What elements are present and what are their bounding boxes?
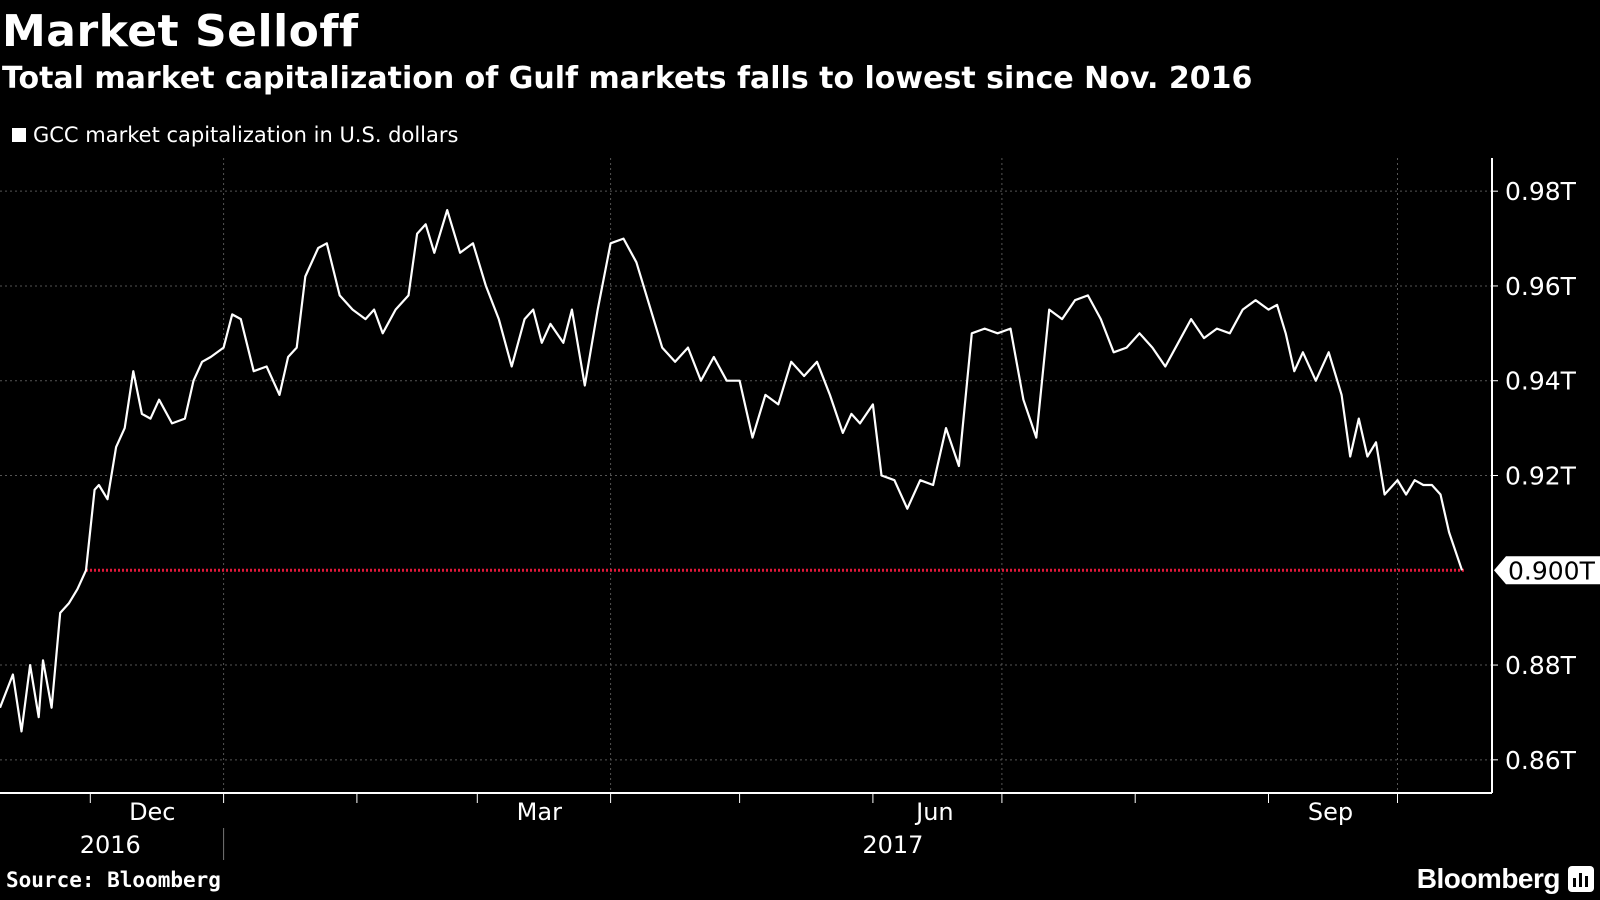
x-year-label: 2016 bbox=[80, 831, 141, 859]
x-year-label: 2017 bbox=[862, 831, 923, 859]
chart-title: Market Selloff bbox=[2, 6, 359, 57]
y-tick-label: 0.92T bbox=[1505, 462, 1577, 491]
chart-subtitle: Total market capitalization of Gulf mark… bbox=[2, 61, 1253, 96]
legend: GCC market capitalization in U.S. dollar… bbox=[12, 120, 458, 150]
x-tick-label: Dec bbox=[129, 798, 175, 826]
line-chart: 0.86T 0.88T 0.92T 0.94T 0.96T 0.98T Dec 2016 Mar… bbox=[0, 158, 1600, 860]
series-line bbox=[0, 209, 1464, 733]
y-tick-label: 0.96T bbox=[1505, 272, 1577, 301]
y-tick-label: 0.88T bbox=[1505, 651, 1577, 680]
brand-logo: Bloomberg bbox=[1416, 863, 1561, 894]
y-tick-label: 0.94T bbox=[1505, 367, 1577, 396]
legend-swatch bbox=[12, 128, 26, 142]
last-value-label: 0.900T bbox=[1508, 556, 1596, 585]
source-note: Source: Bloomberg bbox=[6, 868, 221, 892]
x-tick-label: Sep bbox=[1308, 798, 1353, 826]
y-tick-label: 0.86T bbox=[1505, 746, 1577, 775]
bloomberg-terminal-icon bbox=[1568, 866, 1594, 892]
legend-label: GCC market capitalization in U.S. dollar… bbox=[33, 123, 459, 147]
x-tick-label: Mar bbox=[517, 798, 562, 826]
y-tick-label: 0.98T bbox=[1505, 177, 1577, 206]
last-value-badge bbox=[1494, 556, 1600, 585]
x-tick-label: Jun bbox=[914, 798, 954, 826]
